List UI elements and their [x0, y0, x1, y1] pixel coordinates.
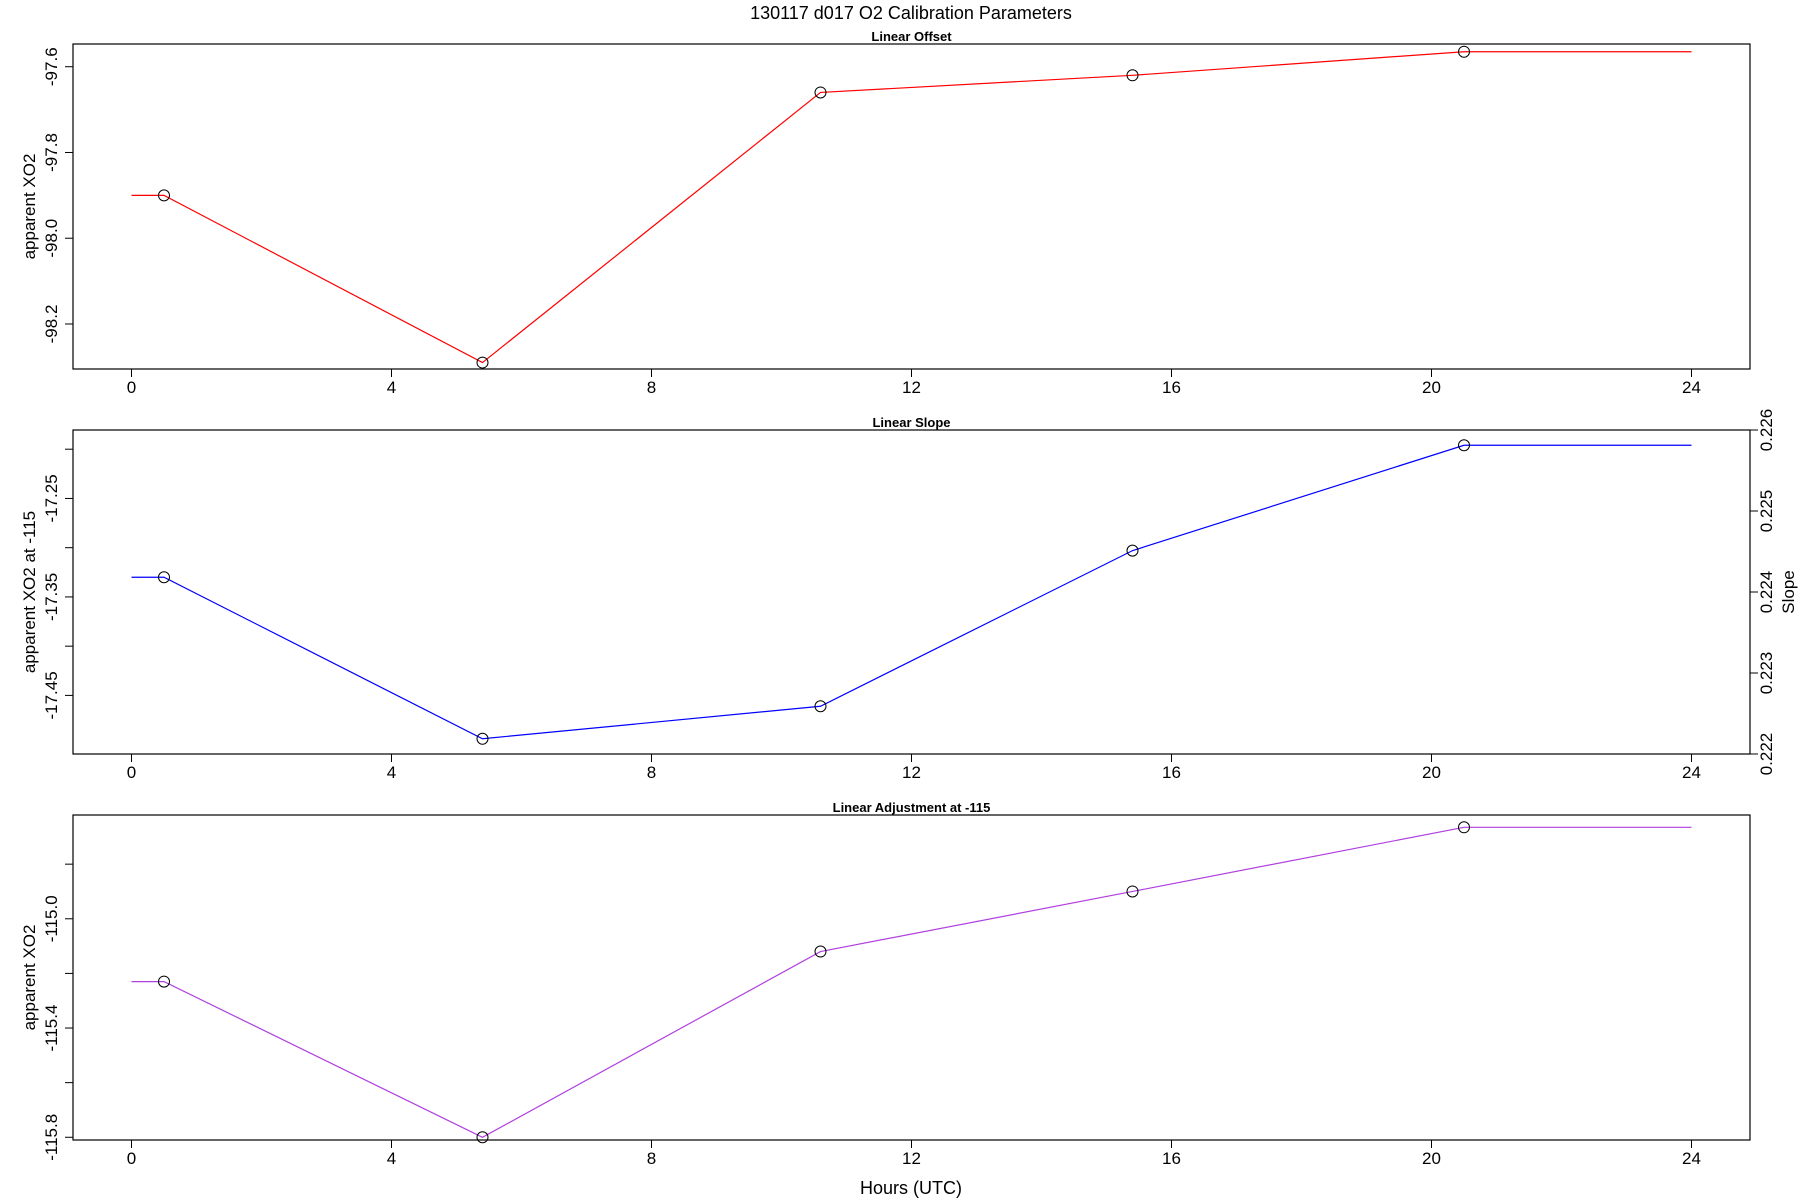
x-tick-label: 24	[1682, 378, 1701, 397]
x-tick-label: 0	[127, 763, 136, 782]
y-axis: -17.45 -17.35 -17.25	[42, 448, 73, 720]
x-axis: 0 4 8 12 16 20 24	[127, 754, 1701, 782]
x-tick-label: 16	[1162, 1149, 1181, 1168]
y-tick-label: -17.45	[42, 671, 61, 719]
x-tick-label: 0	[127, 378, 136, 397]
data-point	[476, 732, 489, 745]
plot-frame	[72, 429, 1751, 755]
plot-frame	[72, 43, 1751, 370]
y-axis-label: apparent XO2	[20, 154, 39, 260]
x-tick-label: 12	[902, 1149, 921, 1168]
data-point	[1458, 439, 1470, 452]
series-line	[131, 51, 1692, 364]
x-tick-label: 20	[1422, 378, 1441, 397]
x-tick-label: 16	[1162, 378, 1181, 397]
y2-axis-label: Slope	[1779, 570, 1798, 613]
y-tick-label: -115.4	[42, 1005, 61, 1052]
y-tick-label: -115.0	[42, 895, 61, 942]
data-point	[158, 571, 170, 584]
x-tick-label: 4	[387, 1149, 396, 1168]
panel-3: Linear Adjustment at -115 0 4 8 12 16 20 24 -115…	[20, 800, 1751, 1168]
x-tick-label: 8	[647, 763, 656, 782]
x-axis: 0 4 8 12 16 20 24	[127, 369, 1701, 397]
series-line	[131, 444, 1692, 740]
y2-tick-label: 0.223	[1757, 652, 1776, 695]
y2-tick-label: 0.226	[1757, 409, 1776, 452]
data-point	[1458, 45, 1470, 58]
plot-frame	[72, 814, 1751, 1141]
data-point	[1126, 69, 1139, 82]
data-point	[1126, 885, 1139, 898]
y-axis: -98.2 -98.0 -97.8 -97.6	[42, 47, 73, 343]
panel-title: Linear Adjustment at -115	[833, 800, 991, 815]
series-line	[131, 826, 1692, 1138]
y-tick-label: -17.35	[42, 573, 61, 621]
y2-tick-label: 0.222	[1757, 733, 1776, 776]
y2-tick-label: 0.224	[1757, 571, 1776, 614]
data-point	[814, 945, 827, 958]
y2-tick-label: 0.225	[1757, 490, 1776, 533]
data-point	[476, 1131, 489, 1144]
x-tick-label: 12	[902, 763, 921, 782]
y-axis-label: apparent XO2	[20, 925, 39, 1031]
data-point	[1126, 544, 1139, 557]
y-tick-label: -115.8	[42, 1114, 61, 1161]
y2-axis: 0.222 0.223 0.224 0.225 0.226	[1750, 409, 1776, 776]
data-point	[814, 700, 827, 713]
panel-title: Linear Slope	[872, 415, 950, 430]
x-tick-label: 20	[1422, 1149, 1441, 1168]
y-tick-label: -97.8	[42, 133, 61, 172]
y-tick-label: -98.0	[42, 219, 61, 258]
data-point	[814, 86, 827, 99]
y-axis: -115.8 -115.4 -115.0	[42, 863, 73, 1161]
x-tick-label: 24	[1682, 763, 1701, 782]
x-tick-label: 4	[387, 763, 396, 782]
x-tick-label: 8	[647, 1149, 656, 1168]
x-axis-label: Hours (UTC)	[860, 1178, 962, 1198]
y-tick-label: -17.25	[42, 474, 61, 522]
x-axis: 0 4 8 12 16 20 24	[127, 1140, 1701, 1168]
panel-2: Linear Slope 0 4 8 12 16 20 24 -17.45 -17.35 -17.2…	[20, 409, 1798, 782]
data-point	[1458, 821, 1470, 834]
x-tick-label: 0	[127, 1149, 136, 1168]
figure-title: 130117 d017 O2 Calibration Parameters	[750, 3, 1072, 23]
y-axis-label: apparent XO2 at -115	[20, 511, 39, 673]
x-tick-label: 20	[1422, 763, 1441, 782]
x-tick-label: 8	[647, 378, 656, 397]
data-point	[158, 189, 170, 202]
data-point	[158, 975, 170, 988]
y-tick-label: -97.6	[42, 47, 61, 86]
x-tick-label: 24	[1682, 1149, 1701, 1168]
x-tick-label: 16	[1162, 763, 1181, 782]
panel-title: Linear Offset	[871, 29, 952, 44]
x-tick-label: 4	[387, 378, 396, 397]
y-tick-label: -98.2	[42, 305, 61, 344]
data-point	[476, 356, 489, 369]
x-tick-label: 12	[902, 378, 921, 397]
